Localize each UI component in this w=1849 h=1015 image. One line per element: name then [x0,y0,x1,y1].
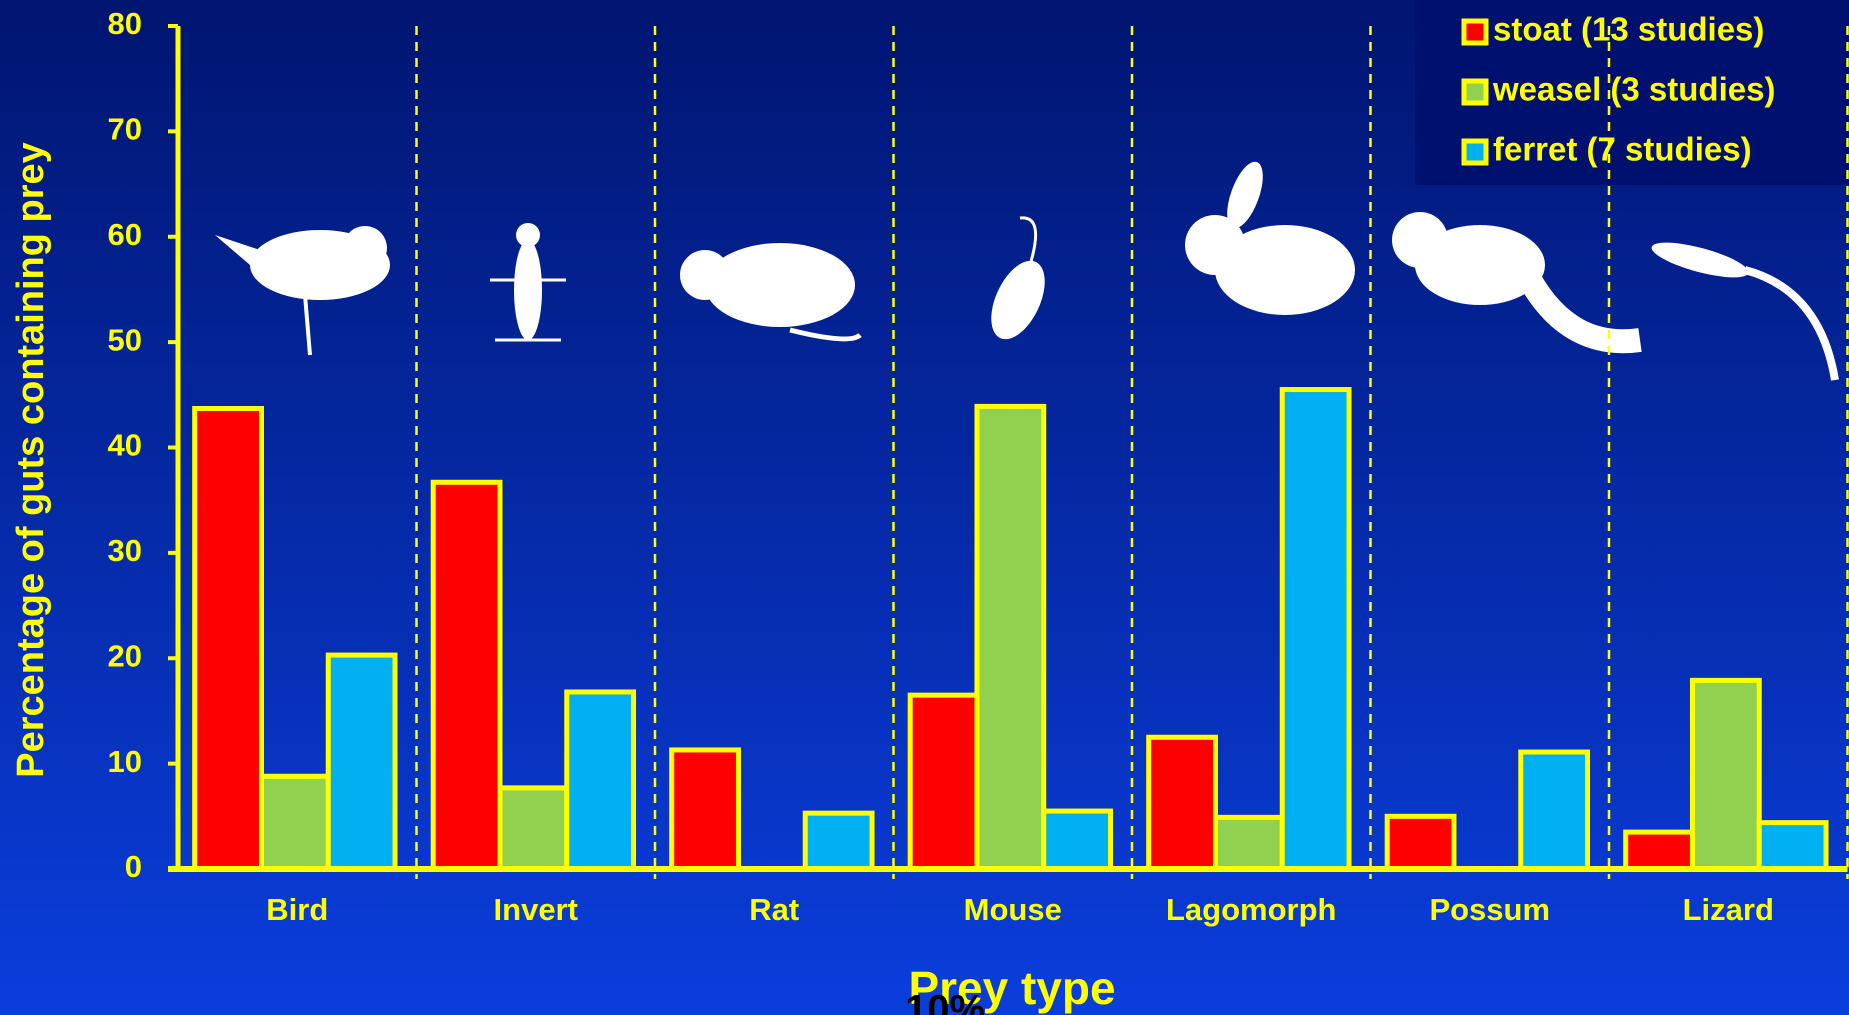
legend-swatch [1464,141,1486,163]
bar [1282,390,1349,869]
legend-label: weasel (3 studies) [1492,71,1775,108]
y-tick-label: 50 [108,322,142,357]
x-tick-label: Invert [494,892,578,927]
bar [261,776,328,869]
bar [1387,816,1454,869]
x-tick-label: Lagomorph [1166,892,1337,927]
bar [1215,817,1282,869]
page: {"chart_data": {"type": "bar", "x_label"… [0,0,1849,1015]
x-tick-label: Rat [749,892,799,927]
y-tick-label: 60 [108,217,142,252]
legend-swatch [1464,81,1486,103]
bar [195,409,262,869]
x-tick-label: Bird [266,892,328,927]
bar [1044,811,1111,869]
x-tick-label: Mouse [964,892,1062,927]
x-tick-label: Possum [1429,892,1550,927]
bar [805,813,872,869]
bar [433,482,500,869]
legend-label: stoat (13 studies) [1493,11,1764,48]
y-axis-title: Percentage of guts containing prey [10,142,52,778]
bar [977,406,1044,869]
bar [1149,737,1216,869]
y-tick-label: 20 [108,638,142,673]
bar [567,692,634,869]
bar [672,750,739,869]
bar [1692,680,1759,869]
bar [1626,832,1693,869]
y-tick-label: 70 [108,112,142,147]
x-tick-label: Lizard [1683,892,1774,927]
y-tick-label: 10 [108,744,142,779]
bar [500,788,567,869]
y-tick-label: 0 [125,849,142,884]
y-tick-label: 40 [108,428,142,463]
chart: Percentage of guts containing prey Prey … [0,0,1849,1015]
legend-swatch [1464,21,1486,43]
bar [1759,823,1826,869]
legend-label: ferret (7 studies) [1493,131,1752,168]
bar [910,695,977,869]
footer-text: 10% [905,988,985,1015]
y-tick-label: 30 [108,533,142,568]
bar [328,655,395,869]
bar [1521,752,1588,869]
y-tick-label: 80 [108,6,142,41]
